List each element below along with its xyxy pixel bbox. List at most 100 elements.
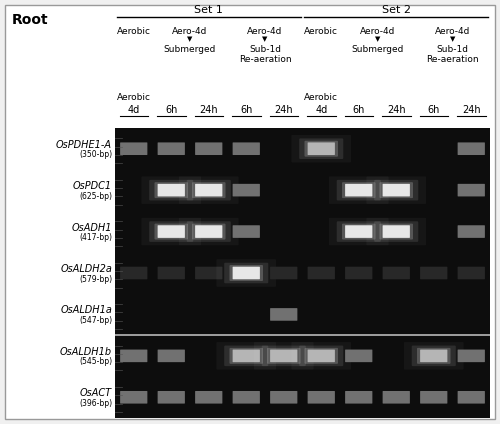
Text: Set 1: Set 1 — [194, 5, 223, 15]
FancyBboxPatch shape — [230, 265, 263, 281]
FancyBboxPatch shape — [262, 346, 306, 366]
FancyBboxPatch shape — [345, 391, 372, 404]
FancyBboxPatch shape — [270, 349, 297, 362]
Text: ▼: ▼ — [262, 36, 268, 42]
Text: Aero-4d: Aero-4d — [435, 27, 470, 36]
Text: ▼: ▼ — [375, 36, 380, 42]
Text: 6h: 6h — [428, 105, 440, 115]
FancyBboxPatch shape — [458, 349, 485, 362]
Text: Aerobic: Aerobic — [304, 27, 338, 36]
FancyBboxPatch shape — [158, 267, 185, 279]
FancyBboxPatch shape — [382, 267, 410, 279]
FancyBboxPatch shape — [337, 221, 381, 242]
Text: OsADH1: OsADH1 — [72, 223, 112, 233]
FancyBboxPatch shape — [120, 142, 148, 155]
FancyBboxPatch shape — [458, 391, 485, 404]
FancyBboxPatch shape — [308, 391, 335, 404]
FancyBboxPatch shape — [270, 391, 297, 404]
FancyBboxPatch shape — [224, 263, 268, 283]
Text: OsACT: OsACT — [80, 388, 112, 398]
FancyBboxPatch shape — [224, 346, 268, 366]
FancyBboxPatch shape — [195, 267, 222, 279]
FancyBboxPatch shape — [230, 348, 263, 364]
Text: Aerobic: Aerobic — [117, 94, 151, 103]
FancyBboxPatch shape — [345, 184, 372, 196]
Text: Set 2: Set 2 — [382, 5, 411, 15]
FancyBboxPatch shape — [299, 346, 343, 366]
Text: Aero-4d: Aero-4d — [248, 27, 282, 36]
FancyBboxPatch shape — [412, 346, 456, 366]
FancyBboxPatch shape — [120, 391, 148, 404]
FancyBboxPatch shape — [342, 223, 376, 240]
FancyBboxPatch shape — [374, 180, 418, 201]
Text: (547-bp): (547-bp) — [79, 316, 112, 325]
Text: (579-bp): (579-bp) — [79, 274, 112, 284]
FancyBboxPatch shape — [382, 225, 410, 238]
FancyBboxPatch shape — [342, 182, 376, 198]
Text: ▼: ▼ — [450, 36, 455, 42]
FancyBboxPatch shape — [458, 142, 485, 155]
Text: 24h: 24h — [387, 105, 406, 115]
FancyBboxPatch shape — [195, 184, 222, 196]
FancyBboxPatch shape — [232, 225, 260, 238]
Text: (625-bp): (625-bp) — [79, 192, 112, 201]
FancyBboxPatch shape — [192, 182, 226, 198]
Text: 6h: 6h — [165, 105, 177, 115]
FancyBboxPatch shape — [158, 349, 185, 362]
FancyBboxPatch shape — [187, 180, 231, 201]
Text: Aerobic: Aerobic — [117, 27, 151, 36]
FancyBboxPatch shape — [232, 267, 260, 279]
FancyBboxPatch shape — [154, 223, 188, 240]
Text: 4d: 4d — [128, 105, 140, 115]
FancyBboxPatch shape — [380, 223, 413, 240]
Text: 24h: 24h — [274, 105, 293, 115]
Text: Aerobic: Aerobic — [304, 94, 338, 103]
FancyBboxPatch shape — [345, 349, 372, 362]
FancyBboxPatch shape — [374, 221, 418, 242]
FancyBboxPatch shape — [304, 348, 338, 364]
Text: Re-aeration: Re-aeration — [426, 55, 479, 64]
Text: OsPDHE1-A: OsPDHE1-A — [56, 140, 112, 150]
FancyBboxPatch shape — [232, 391, 260, 404]
FancyBboxPatch shape — [458, 225, 485, 238]
FancyBboxPatch shape — [195, 225, 222, 238]
Text: (396-bp): (396-bp) — [79, 399, 112, 408]
Text: Sub-1d: Sub-1d — [436, 45, 468, 54]
FancyBboxPatch shape — [158, 391, 185, 404]
FancyBboxPatch shape — [267, 348, 300, 364]
FancyBboxPatch shape — [158, 142, 185, 155]
Text: (350-bp): (350-bp) — [79, 150, 112, 159]
FancyBboxPatch shape — [458, 184, 485, 196]
FancyBboxPatch shape — [270, 308, 297, 321]
Text: 24h: 24h — [462, 105, 480, 115]
FancyBboxPatch shape — [154, 182, 188, 198]
FancyBboxPatch shape — [149, 180, 193, 201]
FancyBboxPatch shape — [232, 142, 260, 155]
FancyBboxPatch shape — [380, 182, 413, 198]
FancyBboxPatch shape — [345, 225, 372, 238]
FancyBboxPatch shape — [5, 5, 495, 419]
Text: OsPDC1: OsPDC1 — [73, 181, 112, 191]
FancyBboxPatch shape — [420, 349, 448, 362]
FancyBboxPatch shape — [158, 184, 185, 196]
FancyBboxPatch shape — [232, 184, 260, 196]
FancyBboxPatch shape — [304, 141, 338, 157]
Text: 6h: 6h — [352, 105, 365, 115]
FancyBboxPatch shape — [187, 221, 231, 242]
FancyBboxPatch shape — [195, 142, 222, 155]
FancyBboxPatch shape — [149, 221, 193, 242]
FancyBboxPatch shape — [458, 267, 485, 279]
Text: 24h: 24h — [200, 105, 218, 115]
Text: Root: Root — [12, 13, 49, 27]
FancyBboxPatch shape — [337, 180, 381, 201]
Text: 4d: 4d — [315, 105, 328, 115]
Text: OsALDH1a: OsALDH1a — [60, 305, 112, 315]
FancyBboxPatch shape — [299, 138, 343, 159]
FancyBboxPatch shape — [120, 349, 148, 362]
Text: OsALDH2a: OsALDH2a — [60, 264, 112, 274]
FancyBboxPatch shape — [158, 225, 185, 238]
FancyBboxPatch shape — [192, 223, 226, 240]
FancyBboxPatch shape — [195, 391, 222, 404]
Text: 6h: 6h — [240, 105, 252, 115]
FancyBboxPatch shape — [308, 267, 335, 279]
